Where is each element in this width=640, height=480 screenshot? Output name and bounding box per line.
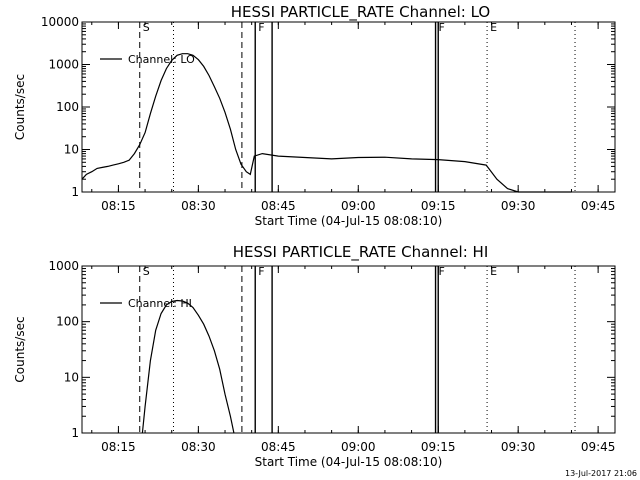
plot-frame bbox=[81, 21, 616, 193]
panel-lo: HESSI PARTICLE_RATE Channel: LO S F F E 08:15… bbox=[13, 3, 616, 228]
x-tick-label: 09:30 bbox=[501, 199, 536, 213]
event-marker-label: S bbox=[143, 265, 150, 278]
legend-entry: Channel: HI bbox=[128, 297, 192, 310]
x-tick-label: 08:30 bbox=[181, 440, 216, 454]
x-axis-label: Start Time (04-Jul-15 08:08:10) bbox=[255, 214, 443, 228]
x-tick-label: 09:30 bbox=[501, 440, 536, 454]
x-tick-label: 08:45 bbox=[261, 440, 296, 454]
panel-hi: HESSI PARTICLE_RATE Channel: HI S F F E 08:15… bbox=[13, 243, 616, 469]
event-marker-label: F bbox=[439, 21, 445, 34]
event-marker-label: E bbox=[490, 265, 497, 278]
y-tick-label: 10000 bbox=[41, 15, 79, 29]
y-axis-label: Counts/sec bbox=[13, 74, 27, 140]
footer-timestamp: 13-Jul-2017 21:06 bbox=[565, 469, 637, 478]
x-tick-label: 09:15 bbox=[421, 440, 456, 454]
event-marker-label: F bbox=[258, 265, 264, 278]
x-tick-label: 08:45 bbox=[261, 199, 296, 213]
y-tick-label: 1000 bbox=[48, 259, 79, 273]
y-tick-label: 1 bbox=[71, 426, 79, 440]
series-line bbox=[141, 299, 235, 434]
x-axis-label: Start Time (04-Jul-15 08:08:10) bbox=[255, 455, 443, 469]
y-tick-label: 100 bbox=[56, 315, 79, 329]
x-tick-label: 09:00 bbox=[341, 199, 376, 213]
x-tick-label: 09:15 bbox=[421, 199, 456, 213]
y-tick-label: 10 bbox=[64, 143, 79, 157]
plot-frame bbox=[81, 265, 616, 434]
x-tick-label: 08:15 bbox=[101, 199, 136, 213]
y-tick-label: 1 bbox=[71, 185, 79, 199]
x-tick-label: 09:45 bbox=[581, 199, 616, 213]
x-tick-label: 08:30 bbox=[181, 199, 216, 213]
x-tick-label: 09:00 bbox=[341, 440, 376, 454]
y-tick-label: 10 bbox=[64, 370, 79, 384]
y-tick-label: 100 bbox=[56, 100, 79, 114]
x-tick-label: 09:45 bbox=[581, 440, 616, 454]
event-marker-label: E bbox=[490, 21, 497, 34]
chart-title: HESSI PARTICLE_RATE Channel: LO bbox=[231, 3, 490, 22]
event-marker-label: F bbox=[258, 21, 264, 34]
x-tick-label: 08:15 bbox=[101, 440, 136, 454]
legend-entry: Channel: LO bbox=[128, 53, 195, 66]
chart-title: HESSI PARTICLE_RATE Channel: HI bbox=[233, 243, 489, 262]
event-marker-label: F bbox=[439, 265, 445, 278]
event-marker-label: S bbox=[143, 21, 150, 34]
series-line bbox=[81, 53, 572, 193]
y-tick-label: 1000 bbox=[48, 58, 79, 72]
y-axis-label: Counts/sec bbox=[13, 316, 27, 382]
